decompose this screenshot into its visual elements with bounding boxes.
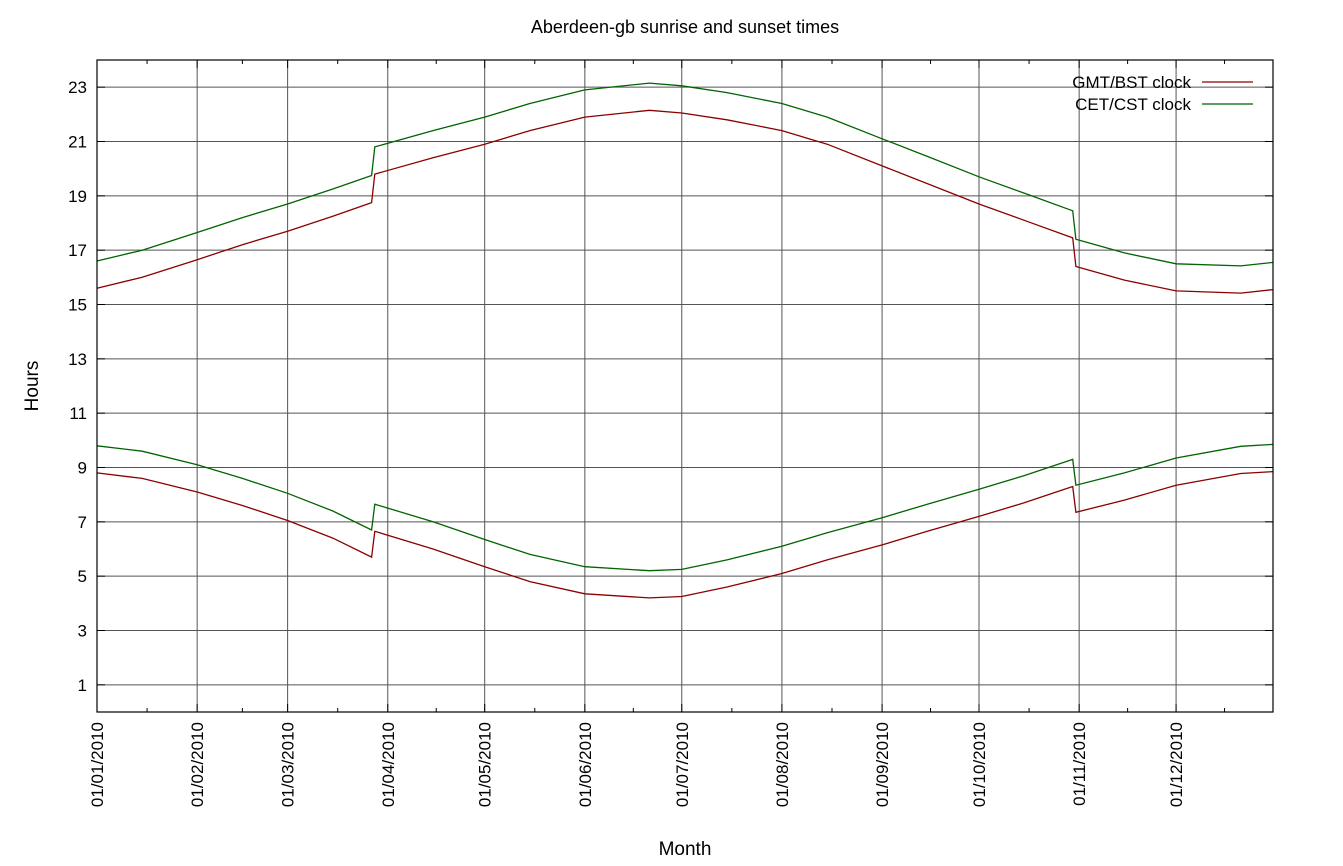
y-tick-label: 19: [68, 187, 87, 206]
legend-label: GMT/BST clock: [1072, 73, 1191, 92]
y-tick-label: 11: [69, 404, 87, 423]
x-tick-label: 01/04/2010: [379, 722, 398, 807]
series-line-gmt-bst-clock-sunset: [96, 109, 1274, 294]
x-tick-label: 01/11/2010: [1070, 722, 1089, 806]
x-tick-label: 01/08/2010: [773, 722, 792, 807]
y-tick-label: 9: [78, 459, 87, 478]
legend-label: CET/CST clock: [1075, 95, 1191, 114]
y-tick-label: 1: [78, 676, 87, 695]
x-tick-label: 01/05/2010: [476, 722, 495, 807]
x-tick-label: 01/10/2010: [970, 722, 989, 807]
x-tick-labels: 01/01/2010 01/02/2010 01/03/2010 01/04/2010…: [88, 722, 1186, 807]
series-line-cet-cst-clock-sunset: [96, 82, 1274, 267]
y-tick-label: 23: [68, 78, 87, 97]
x-tick-label: 01/06/2010: [576, 722, 595, 807]
y-tick-label: 21: [68, 133, 87, 152]
plot-frame: [96, 59, 1274, 713]
grid-lines: [96, 60, 1273, 712]
x-axis-label: Month: [659, 839, 712, 860]
y-axis-label: Hours: [22, 361, 43, 412]
y-tick-label: 15: [68, 296, 87, 315]
x-tick-label: 01/03/2010: [279, 722, 298, 807]
series-line-gmt-bst-clock-sunrise: [96, 470, 1274, 599]
y-tick-label: 7: [78, 513, 87, 532]
x-tick-label: 01/07/2010: [673, 722, 692, 807]
y-tick-label: 17: [68, 241, 87, 260]
legend: GMT/BST clock CET/CST clock: [1072, 73, 1253, 114]
x-tick-label: 01/01/2010: [88, 722, 107, 807]
x-tick-label: 01/09/2010: [873, 722, 892, 807]
x-tick-label: 01/02/2010: [188, 722, 207, 807]
y-tick-label: 3: [78, 622, 87, 641]
y-tick-label: 13: [68, 350, 87, 369]
series-lines: [96, 82, 1274, 599]
series-line-cet-cst-clock-sunrise: [96, 443, 1274, 572]
tick-marks: [96, 60, 1273, 712]
y-tick-label: 5: [78, 567, 87, 586]
chart-title: Aberdeen-gb sunrise and sunset times: [531, 17, 839, 37]
x-tick-label: 01/12/2010: [1167, 722, 1186, 807]
